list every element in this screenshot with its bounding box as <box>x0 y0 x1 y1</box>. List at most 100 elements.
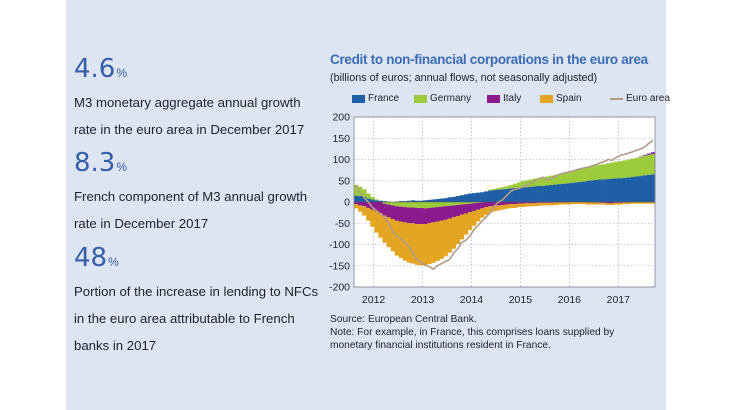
bar-italy <box>394 206 400 221</box>
bar-spain <box>410 223 416 264</box>
bar-italy <box>390 205 395 219</box>
bar-spain <box>500 204 505 210</box>
bar-spain <box>439 220 444 259</box>
bar-france <box>354 195 359 202</box>
bar-italy <box>419 207 424 225</box>
bar-germany <box>354 185 359 196</box>
bar-france <box>512 187 518 202</box>
bar-germany <box>476 202 481 203</box>
bar-france <box>565 183 570 202</box>
bar-italy <box>606 202 611 204</box>
bar-spain <box>362 206 367 216</box>
bar-france <box>610 178 615 202</box>
y-tick-label: 50 <box>338 175 350 187</box>
bar-italy <box>427 207 432 224</box>
bar-france <box>378 200 383 202</box>
bar-spain <box>634 202 640 204</box>
bar-germany <box>537 177 542 186</box>
bar-germany <box>435 202 440 208</box>
bar-spain <box>419 224 424 266</box>
y-tick-label: 200 <box>332 112 350 124</box>
stat-3-line-3: banks in 2017 <box>74 338 157 353</box>
bar-italy <box>398 206 404 222</box>
bar-spain <box>382 215 387 243</box>
y-tick-label: 100 <box>332 154 350 166</box>
bar-france <box>585 180 591 202</box>
bar-france <box>427 199 432 202</box>
bar-france <box>646 174 652 202</box>
stat-2-line-1: French component of M3 annual growth <box>74 189 308 204</box>
bar-france <box>508 188 513 202</box>
bar-france <box>476 192 481 202</box>
y-tick-label: -150 <box>329 260 350 272</box>
bar-france <box>516 187 522 202</box>
bar-germany <box>443 202 448 207</box>
bar-spain <box>646 202 652 204</box>
bar-germany <box>642 155 648 176</box>
bar-germany <box>524 180 530 188</box>
bar-germany <box>419 202 424 208</box>
x-tick-label: 2013 <box>411 294 435 306</box>
y-tick-label: -200 <box>329 282 350 294</box>
x-tick-label: 2016 <box>558 294 582 306</box>
bar-italy <box>480 202 485 209</box>
bar-france <box>541 185 546 202</box>
bar-germany <box>374 199 379 201</box>
bar-spain <box>630 202 635 204</box>
bar-spain <box>435 221 440 262</box>
stat-3-value: 48% <box>74 243 119 273</box>
bar-france <box>537 185 542 202</box>
bar-italy <box>415 207 420 225</box>
bar-france <box>650 174 656 202</box>
bar-germany <box>577 169 583 183</box>
bar-france <box>638 176 644 202</box>
bar-germany <box>431 202 436 208</box>
bar-france <box>642 175 648 202</box>
bar-italy <box>463 204 469 214</box>
bar-spain <box>463 213 469 235</box>
bar-germany <box>451 202 456 206</box>
bar-germany <box>415 202 420 208</box>
bar-france <box>415 200 420 202</box>
y-tick-label: -50 <box>335 218 350 230</box>
bar-italy <box>423 208 428 225</box>
bar-germany <box>593 165 599 180</box>
bar-france <box>593 179 599 202</box>
bar-france <box>443 198 448 202</box>
note-line-2: monetary financial institutions resident… <box>330 340 551 351</box>
bar-germany <box>561 173 566 184</box>
chart-title: Credit to non-financial corporations in … <box>330 52 648 67</box>
bar-italy <box>484 202 489 208</box>
bar-germany <box>650 153 656 175</box>
bar-spain <box>569 202 574 205</box>
bar-france <box>471 193 477 202</box>
bar-italy <box>406 207 412 224</box>
bar-spain <box>577 202 583 205</box>
bar-france <box>435 199 440 202</box>
bar-spain <box>471 210 477 226</box>
bar-france <box>602 179 607 202</box>
bar-spain <box>581 202 587 205</box>
bar-spain <box>541 202 546 206</box>
bar-spain <box>451 217 456 249</box>
legend-swatch-italy <box>487 94 500 103</box>
bar-italy <box>455 204 461 217</box>
bar-italy <box>459 204 465 215</box>
bar-france <box>455 196 461 202</box>
bar-france <box>398 201 404 202</box>
bar-france <box>561 183 566 202</box>
bar-spain <box>626 202 631 205</box>
legend-swatch-spain <box>540 94 553 103</box>
bar-germany <box>362 189 367 197</box>
bar-spain <box>370 209 375 227</box>
bar-france <box>366 198 371 202</box>
legend-euro-area: Euro area <box>610 93 670 104</box>
bar-spain <box>476 209 481 222</box>
x-tick-label: 2014 <box>460 294 484 306</box>
bar-italy <box>520 202 526 204</box>
bar-germany <box>467 202 473 204</box>
bar-spain <box>508 204 513 208</box>
series-line-euro-area <box>355 139 654 271</box>
bar-germany <box>459 202 465 205</box>
bar-italy <box>545 202 550 203</box>
